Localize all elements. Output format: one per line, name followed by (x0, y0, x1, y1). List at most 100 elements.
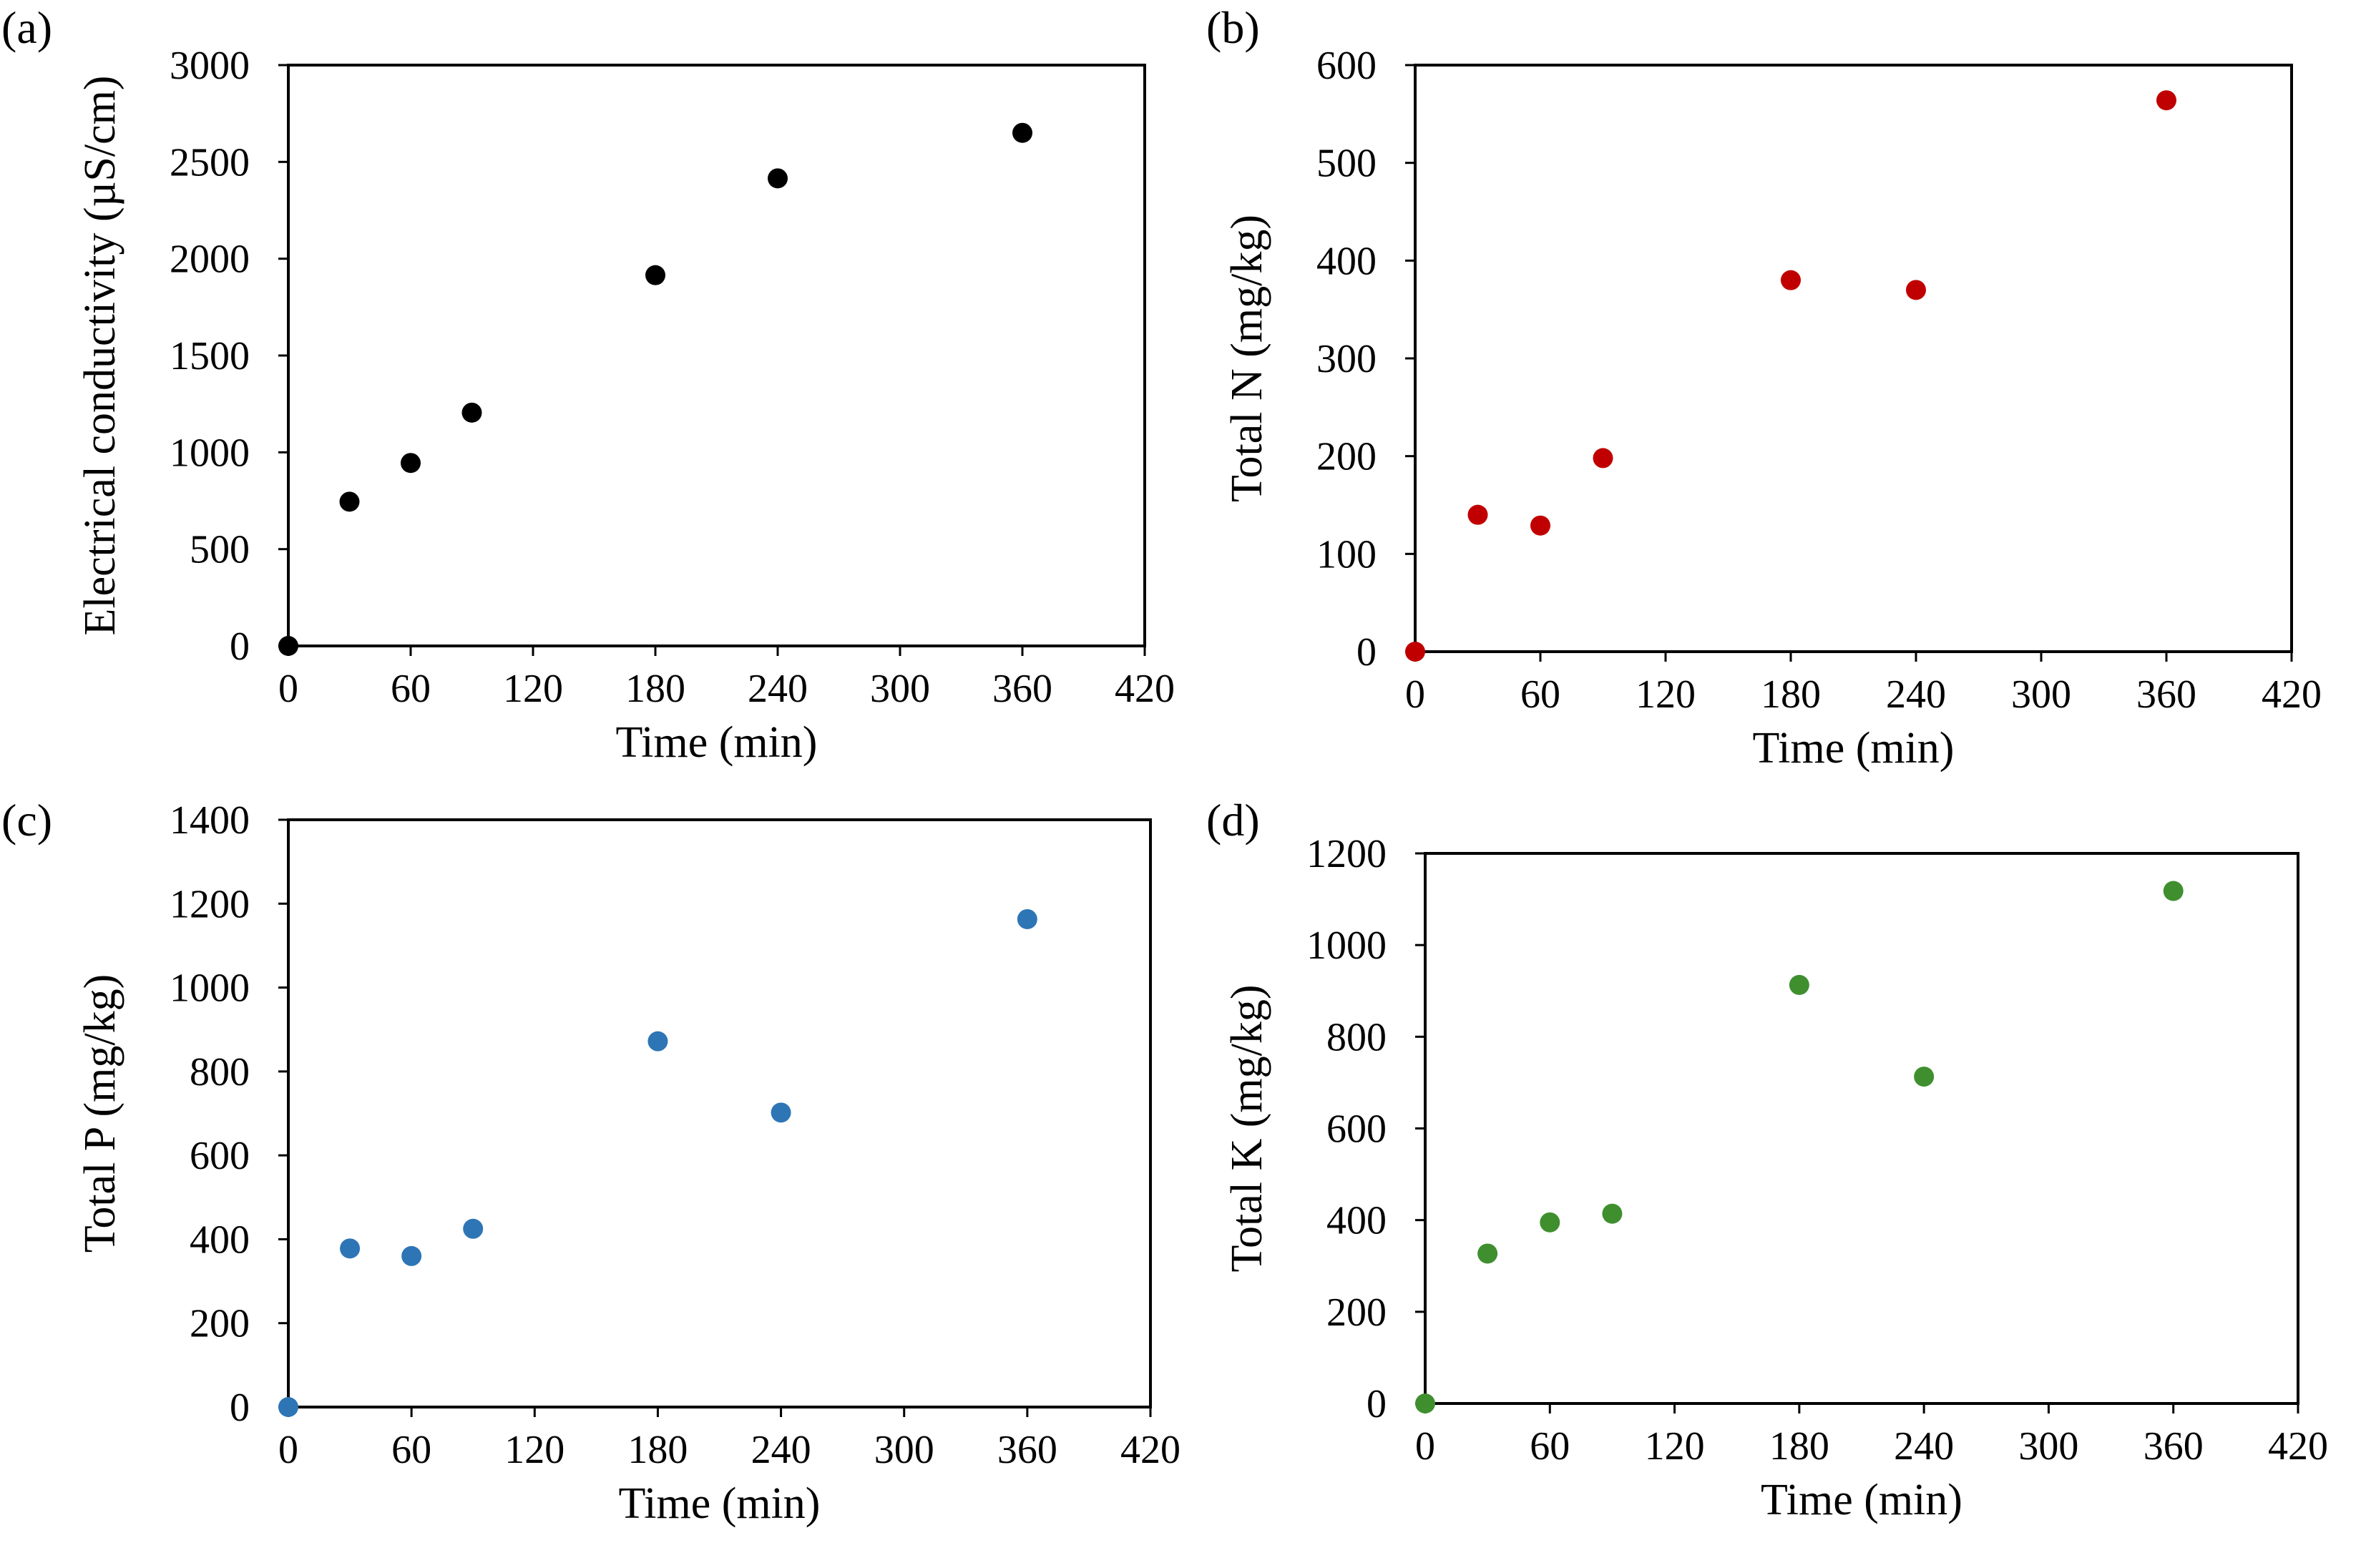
data-point (463, 1218, 484, 1239)
panel-label: (b) (1206, 2, 1260, 53)
y-tick-label: 400 (1316, 239, 1377, 283)
y-tick-label: 100 (1316, 532, 1377, 577)
y-tick-label: 300 (1316, 337, 1377, 381)
data-point (645, 265, 665, 285)
data-point (401, 453, 421, 474)
y-tick-label: 600 (1326, 1107, 1387, 1152)
y-tick-label: 0 (230, 1386, 250, 1430)
x-tick-label: 180 (1761, 672, 1821, 717)
data-point (1914, 1067, 1935, 1087)
y-tick-label: 1000 (170, 431, 250, 475)
y-axis-title: Total K (mg/kg) (1223, 984, 1271, 1272)
y-tick-label: 1400 (170, 798, 250, 843)
y-tick-label: 400 (190, 1217, 250, 1262)
x-tick-label: 360 (2143, 1424, 2204, 1469)
data-point (771, 1102, 791, 1123)
x-tick-label: 0 (278, 1428, 298, 1472)
data-point (2163, 881, 2184, 901)
x-tick-label: 360 (997, 1428, 1057, 1472)
x-tick-label: 180 (1769, 1424, 1829, 1469)
y-tick-label: 600 (190, 1134, 250, 1178)
y-tick-label: 200 (190, 1302, 250, 1346)
panel-label: (a) (1, 2, 52, 53)
x-axis-title: Time (min) (1761, 1476, 1962, 1524)
y-tick-label: 2000 (170, 237, 250, 282)
y-axis-title: Total P (mg/kg) (76, 974, 124, 1253)
data-point (339, 491, 360, 512)
x-tick-label: 420 (1120, 1428, 1180, 1472)
panel-label: (c) (1, 795, 52, 846)
x-tick-label: 60 (391, 1428, 431, 1472)
y-tick-label: 200 (1316, 435, 1377, 479)
plot-frame (1414, 64, 2293, 653)
y-tick-label: 0 (1356, 630, 1377, 675)
y-tick-label: 600 (1316, 44, 1377, 88)
x-tick-label: 420 (2268, 1424, 2328, 1469)
data-point (401, 1245, 422, 1266)
x-tick-label: 120 (503, 667, 563, 711)
y-tick-label: 500 (190, 528, 250, 572)
data-point (1467, 504, 1488, 525)
y-tick-label: 1000 (1306, 923, 1387, 968)
y-axis-title: Total N (mg/kg) (1223, 215, 1271, 502)
plot-frame (287, 818, 1152, 1408)
x-tick-label: 300 (870, 667, 930, 711)
y-tick-label: 1000 (170, 966, 250, 1011)
x-tick-label: 60 (391, 667, 431, 711)
y-tick-label: 200 (1326, 1290, 1387, 1335)
y-tick-label: 2500 (170, 140, 250, 185)
x-tick-label: 360 (992, 667, 1052, 711)
data-point (1789, 974, 1809, 995)
data-point (1593, 448, 1613, 469)
y-tick-label: 1200 (170, 882, 250, 926)
data-point (461, 402, 482, 423)
x-axis-title: Time (min) (616, 718, 818, 767)
y-tick-label: 3000 (170, 44, 250, 88)
y-axis-title: Electrical conductivity (µS/cm) (76, 76, 124, 636)
y-tick-label: 800 (1326, 1015, 1387, 1059)
data-point (1405, 642, 1425, 662)
data-point (340, 1238, 361, 1259)
x-tick-label: 0 (278, 667, 298, 711)
data-point (768, 168, 788, 189)
panel-d: (d) 0 60 120 180 240 300 360 420 0 200 400 600 800 10… (1206, 795, 2328, 1524)
x-tick-label: 0 (1415, 1424, 1435, 1469)
data-point (1530, 515, 1550, 536)
data-point (1540, 1212, 1560, 1233)
panel-b: (b) 0 60 120 180 240 300 360 420 0 100 200 300 400 50… (1206, 2, 2322, 773)
plot-frame (1424, 852, 2299, 1405)
y-tick-label: 1500 (170, 334, 250, 378)
x-axis-title: Time (min) (1753, 724, 1955, 773)
data-point (1602, 1203, 1623, 1224)
panel-a: (a) 0 60 120 180 240 300 360 420 0 500 1000 1500 200… (1, 2, 1175, 767)
x-tick-label: 420 (2262, 672, 2322, 717)
plot-frame (287, 64, 1146, 647)
y-tick-label: 1200 (1306, 832, 1387, 876)
data-point (2156, 90, 2176, 111)
x-tick-label: 60 (1520, 672, 1560, 717)
y-tick-label: 0 (1367, 1382, 1387, 1426)
x-tick-label: 240 (748, 667, 808, 711)
data-point (1906, 280, 1926, 300)
y-tick-label: 500 (1316, 142, 1377, 186)
y-tick-label: 400 (1326, 1199, 1387, 1243)
x-tick-label: 300 (2018, 1424, 2078, 1469)
data-point (278, 1397, 298, 1417)
panel-c: (c) 0 60 120 180 240 300 360 420 0 200 400 600 800 10… (1, 795, 1180, 1528)
data-point (1017, 908, 1037, 929)
data-point (647, 1031, 668, 1052)
x-tick-label: 0 (1405, 672, 1425, 717)
data-point (1415, 1393, 1435, 1413)
data-point (1781, 270, 1801, 290)
x-tick-label: 300 (2011, 672, 2071, 717)
x-tick-label: 300 (874, 1428, 934, 1472)
data-point (1012, 122, 1032, 143)
x-tick-label: 240 (751, 1428, 811, 1472)
panel-label: (d) (1206, 795, 1260, 846)
x-tick-label: 120 (504, 1428, 564, 1472)
x-tick-label: 420 (1115, 667, 1175, 711)
x-axis-title: Time (min) (619, 1479, 821, 1528)
x-tick-label: 60 (1530, 1424, 1570, 1469)
x-tick-label: 180 (627, 1428, 688, 1472)
